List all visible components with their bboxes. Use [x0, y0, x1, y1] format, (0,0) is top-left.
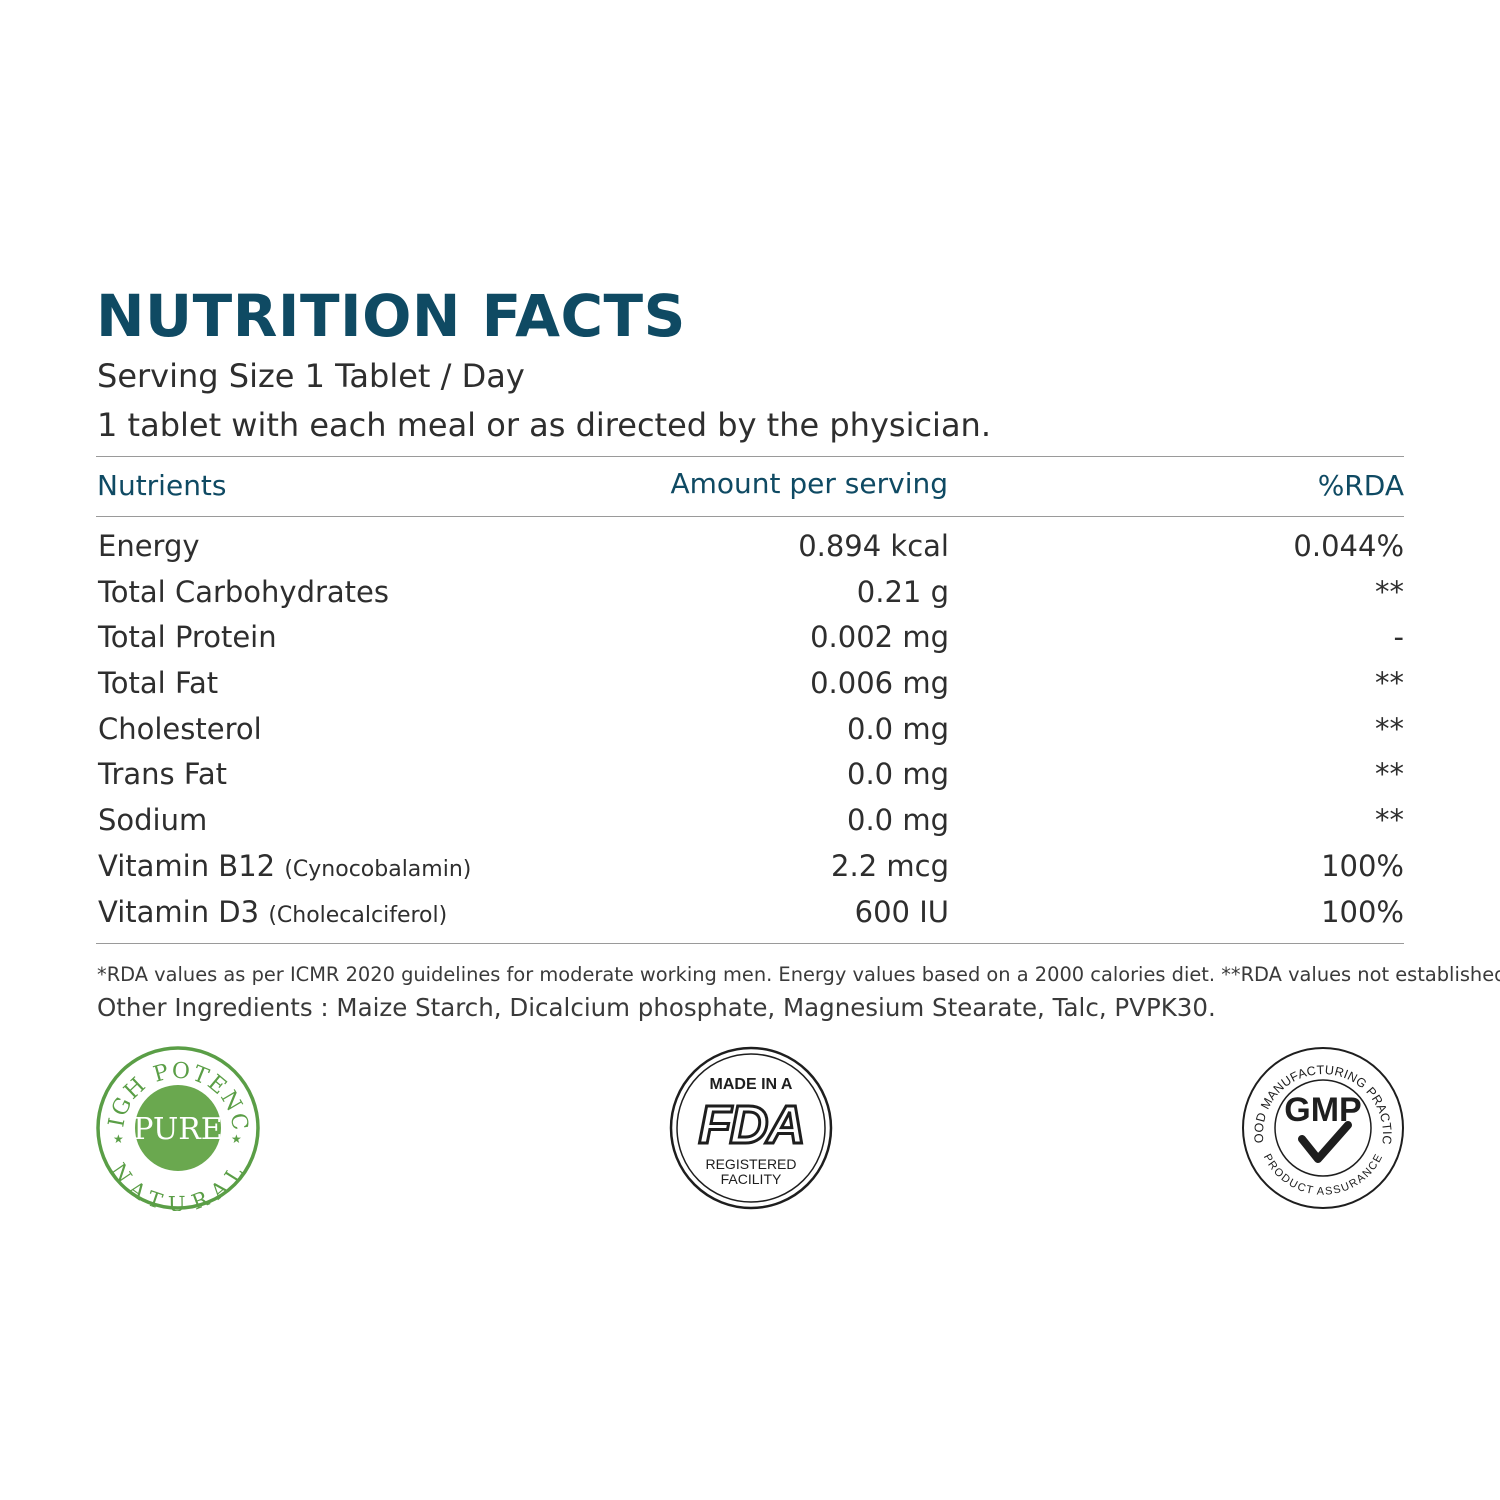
- nutrient-subname: (Cholecalciferol): [268, 902, 448, 928]
- nutrient-name: Vitamin D3 (Cholecalciferol): [98, 894, 448, 929]
- header-rda: %RDA: [1317, 469, 1404, 502]
- nutrient-amount: 600 IU: [854, 894, 949, 929]
- nutrient-rda: **: [1375, 803, 1404, 838]
- table-row: Trans Fat 0.0 mg **: [97, 752, 1404, 798]
- nutrient-name: Total Carbohydrates: [98, 574, 390, 609]
- table-row: Total Fat 0.006 mg **: [97, 661, 1404, 707]
- nutrient-rda: **: [1375, 757, 1404, 792]
- nutrient-name: Energy: [98, 529, 200, 563]
- nutrient-name: Total Protein: [98, 620, 277, 655]
- nutrient-name: Vitamin B12 (Cynocobalamin): [98, 848, 472, 883]
- nutrient-name: Cholesterol: [98, 711, 262, 746]
- nutrient-name: Sodium: [98, 803, 208, 838]
- gmp-badge-icon: GOOD MANUFACTURING PRACTICE PRODUCT ASSU…: [1240, 1045, 1406, 1211]
- fda-logo-text: FDA: [699, 1095, 804, 1155]
- nutrient-rda: -: [1393, 620, 1404, 655]
- pure-natural-badge-icon: HIGH POTENCY NATURAL PURE ★ ★: [95, 1045, 261, 1211]
- other-ingredients: Other Ingredients : Maize Starch, Dicalc…: [97, 993, 1216, 1022]
- divider-top: [96, 456, 1404, 457]
- fda-badge-line2: FACILITY: [721, 1171, 782, 1187]
- nutrient-amount: 0.0 mg: [847, 711, 949, 746]
- header-amount: Amount per serving: [670, 467, 948, 500]
- table-row: Vitamin D3 (Cholecalciferol) 600 IU 100%: [97, 890, 1404, 936]
- table-row: Total Carbohydrates 0.21 g **: [97, 570, 1404, 616]
- table-row: Sodium 0.0 mg **: [97, 798, 1404, 844]
- table-row: Energy 0.894 kcal 0.044%: [97, 524, 1404, 570]
- page-title: NUTRITION FACTS: [96, 282, 686, 350]
- nutrient-amount: 0.894 kcal: [798, 529, 949, 563]
- nutrient-amount: 0.006 mg: [810, 666, 949, 701]
- nutrient-rda: **: [1375, 574, 1404, 609]
- table-row: Vitamin B12 (Cynocobalamin) 2.2 mcg 100%: [97, 844, 1404, 890]
- nutrient-subname: (Cynocobalamin): [284, 856, 472, 882]
- fda-registered-badge-icon: MADE IN A FDA REGISTERED FACILITY: [668, 1045, 834, 1211]
- table-row: Total Protein 0.002 mg -: [97, 615, 1404, 661]
- table-row: Cholesterol 0.0 mg **: [97, 707, 1404, 753]
- nutrient-rda: **: [1375, 711, 1404, 746]
- nutrient-amount: 0.0 mg: [847, 757, 949, 792]
- nutrient-amount: 0.21 g: [856, 574, 949, 609]
- nutrition-table: Energy 0.894 kcal 0.044% Total Carbohydr…: [97, 524, 1404, 935]
- nutrient-rda: 0.044%: [1293, 529, 1404, 563]
- star-icon: ★: [231, 1132, 242, 1146]
- header-nutrients: Nutrients: [97, 469, 227, 502]
- nutrient-amount: 2.2 mcg: [831, 848, 949, 883]
- nutrient-name: Total Fat: [98, 666, 219, 701]
- fda-badge-top-text: MADE IN A: [710, 1076, 793, 1093]
- rda-footnote: *RDA values as per ICMR 2020 guidelines …: [97, 963, 1500, 986]
- fda-badge-line1: REGISTERED: [705, 1156, 796, 1172]
- divider-header: [96, 516, 1404, 517]
- nutrient-rda: **: [1375, 666, 1404, 701]
- checkmark-icon: [1298, 1121, 1352, 1163]
- divider-bottom: [96, 943, 1404, 944]
- nutrient-rda: 100%: [1321, 848, 1404, 883]
- nutrient-amount: 0.002 mg: [810, 620, 949, 655]
- directions: 1 tablet with each meal or as directed b…: [97, 406, 991, 444]
- pure-badge-center-text: PURE: [133, 1112, 222, 1147]
- serving-size: Serving Size 1 Tablet / Day: [97, 357, 525, 395]
- star-icon: ★: [113, 1132, 124, 1146]
- nutrient-rda: 100%: [1321, 894, 1404, 929]
- nutrient-amount: 0.0 mg: [847, 803, 949, 838]
- nutrient-name: Trans Fat: [98, 757, 228, 792]
